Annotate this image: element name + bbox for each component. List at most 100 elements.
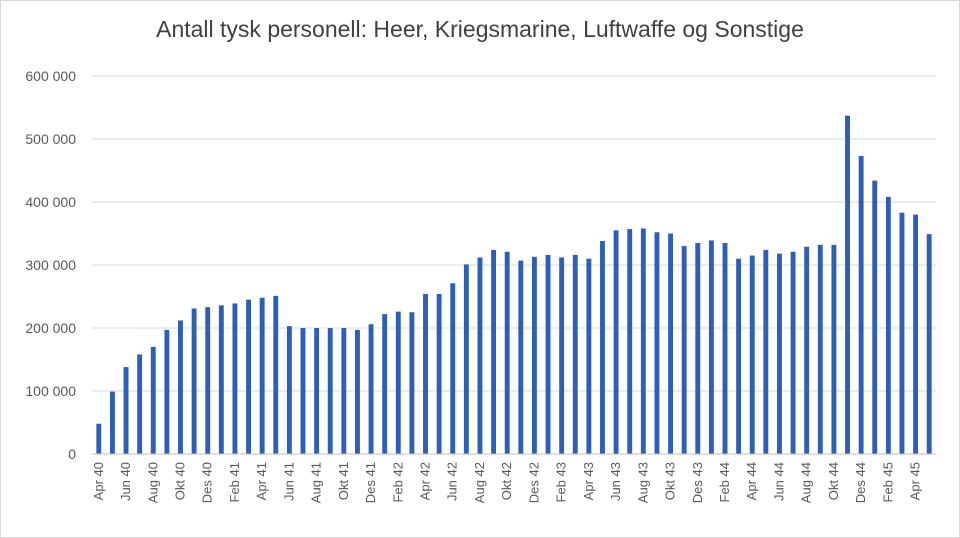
bar (518, 260, 524, 454)
y-tick-label: 200 000 (25, 320, 76, 336)
x-tick-label: Okt 42 (499, 462, 514, 500)
x-tick-label: Jun 43 (608, 462, 623, 501)
bar (314, 328, 320, 454)
y-tick-label: 300 000 (25, 257, 76, 273)
bar (463, 264, 469, 454)
bar (164, 329, 170, 454)
bar (450, 283, 456, 454)
bar (477, 257, 483, 454)
bar (545, 254, 551, 454)
y-tick-label: 500 000 (25, 131, 76, 147)
bar (531, 256, 537, 454)
x-axis-ticks: Apr 40 Jun 40 Aug 40 Okt 40 Des 40 Feb 41 Apr … (91, 462, 923, 503)
y-tick-label: 400 000 (25, 194, 76, 210)
x-tick-label: Feb 43 (554, 462, 569, 502)
bar (695, 242, 701, 454)
bar (300, 328, 306, 454)
bar (640, 228, 646, 454)
bar (395, 311, 401, 454)
bar (286, 326, 292, 454)
bar (341, 328, 347, 454)
bar (409, 312, 415, 454)
x-tick-label: Des 42 (526, 462, 541, 503)
bar (858, 156, 864, 454)
x-tick-label: Feb 45 (880, 462, 895, 502)
bar (722, 242, 728, 454)
x-tick-label: Apr 41 (254, 462, 269, 500)
bar (885, 196, 891, 454)
bar (137, 354, 143, 454)
bar (627, 229, 633, 454)
bar (926, 234, 932, 454)
x-tick-label: Aug 41 (309, 462, 324, 503)
bar (804, 246, 810, 454)
bar (205, 307, 211, 454)
bar (613, 230, 619, 454)
bar (273, 295, 279, 454)
x-tick-label: Apr 43 (581, 462, 596, 500)
x-tick-label: Okt 44 (826, 462, 841, 500)
bar (123, 367, 129, 454)
bar (436, 293, 442, 454)
x-tick-label: Jun 40 (118, 462, 133, 501)
bar (600, 241, 605, 454)
x-tick-label: Aug 43 (635, 462, 650, 503)
x-tick-label: Apr 40 (91, 462, 106, 500)
bar (178, 320, 183, 454)
bar (899, 212, 905, 454)
x-tick-label: Aug 44 (799, 462, 814, 503)
y-tick-label: 600 000 (25, 68, 76, 84)
x-tick-label: Jun 41 (281, 462, 296, 501)
bar (736, 258, 742, 454)
bar (763, 249, 769, 454)
x-tick-label: Feb 41 (227, 462, 242, 502)
bar (872, 180, 878, 454)
bar (708, 240, 714, 454)
bar (504, 251, 510, 454)
bar (96, 423, 102, 454)
bar (259, 297, 265, 454)
y-axis-ticks: 0 100 000 200 000 300 000 400 000 500 000 600 … (25, 68, 76, 462)
x-tick-label: Des 44 (853, 462, 868, 503)
x-tick-label: Aug 42 (472, 462, 487, 503)
bar (654, 232, 660, 454)
bar (327, 328, 333, 454)
x-tick-label: Okt 41 (336, 462, 351, 500)
bar (817, 244, 823, 454)
y-tick-label: 100 000 (25, 383, 76, 399)
bar (368, 324, 374, 454)
x-tick-label: Jun 42 (445, 462, 460, 501)
x-tick-label: Apr 45 (908, 462, 923, 500)
bar (191, 308, 197, 454)
gridlines (92, 75, 936, 392)
bar (423, 293, 428, 454)
bar (790, 251, 796, 454)
bar (491, 249, 497, 454)
bar (559, 257, 565, 454)
bar (150, 346, 156, 454)
x-tick-label: Feb 44 (717, 462, 732, 502)
bar (232, 303, 238, 454)
bar (355, 329, 360, 454)
x-tick-label: Des 43 (690, 462, 705, 503)
bar (913, 214, 919, 454)
y-tick-label: 0 (68, 446, 76, 462)
bar (777, 253, 782, 454)
bar (668, 233, 673, 454)
x-tick-label: Apr 44 (744, 462, 759, 500)
bar (246, 299, 251, 454)
x-tick-label: Apr 42 (418, 462, 433, 500)
x-tick-label: Okt 40 (172, 462, 187, 500)
bars (96, 115, 932, 454)
x-tick-label: Aug 40 (145, 462, 160, 503)
bar (749, 255, 755, 454)
x-tick-label: Okt 43 (663, 462, 678, 500)
bar (382, 314, 388, 454)
chart-title: Antall tysk personell: Heer, Kriegsmarin… (156, 16, 804, 42)
x-tick-label: Feb 42 (390, 462, 405, 502)
bar (845, 115, 850, 454)
x-tick-label: Jun 44 (771, 462, 786, 501)
bar (831, 244, 837, 454)
bar (586, 258, 592, 454)
